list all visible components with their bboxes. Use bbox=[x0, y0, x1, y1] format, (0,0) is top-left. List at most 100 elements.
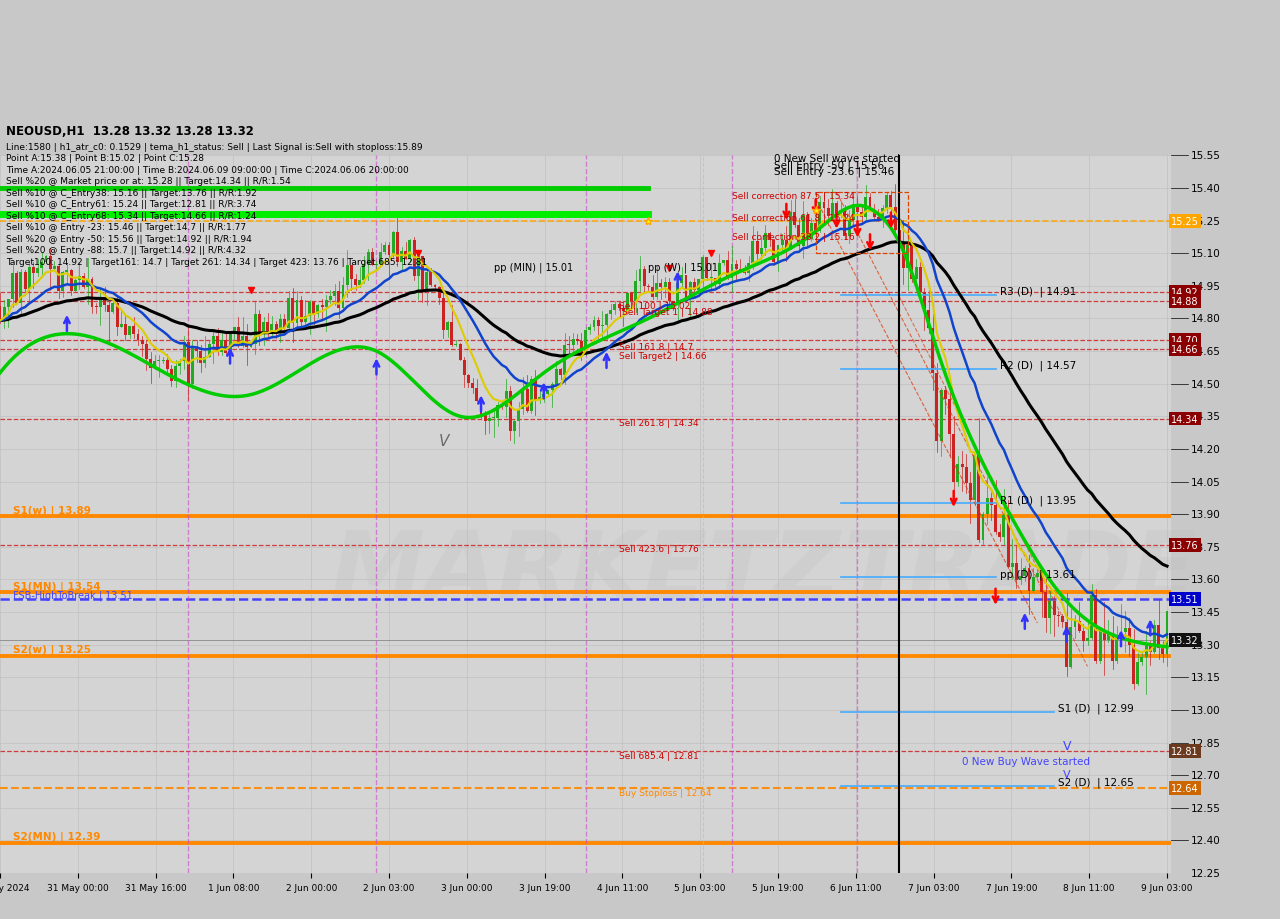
Bar bbox=[253, 314, 256, 345]
Text: Sell %10 @ C_Entry38: 15.16 || Target:13.76 || R/R:1.92: Sell %10 @ C_Entry38: 15.16 || Target:13… bbox=[6, 188, 257, 198]
Bar bbox=[919, 267, 922, 292]
Bar bbox=[815, 193, 908, 254]
Bar bbox=[12, 274, 14, 300]
Bar bbox=[454, 344, 457, 346]
Bar bbox=[659, 283, 662, 288]
Bar bbox=[174, 367, 177, 382]
Bar bbox=[932, 329, 934, 374]
Text: 15.25: 15.25 bbox=[1171, 216, 1199, 226]
Bar bbox=[392, 233, 394, 255]
Bar bbox=[346, 266, 348, 286]
Bar bbox=[451, 323, 453, 346]
Text: Sell Entry -23.6 | 15.46: Sell Entry -23.6 | 15.46 bbox=[774, 166, 893, 177]
Bar bbox=[513, 422, 516, 431]
Bar bbox=[442, 299, 445, 331]
Bar bbox=[844, 210, 846, 236]
Bar bbox=[626, 293, 628, 312]
Bar bbox=[960, 464, 964, 468]
Bar bbox=[580, 342, 582, 354]
Bar bbox=[120, 324, 123, 327]
Bar bbox=[187, 343, 189, 385]
Bar bbox=[915, 267, 918, 279]
Bar bbox=[1132, 645, 1135, 685]
Bar bbox=[132, 327, 136, 335]
Bar bbox=[643, 270, 645, 287]
Bar bbox=[1015, 563, 1018, 580]
Bar bbox=[576, 339, 579, 342]
Bar bbox=[412, 241, 416, 277]
Bar bbox=[325, 301, 328, 308]
Bar bbox=[362, 265, 365, 281]
Text: Target100: 14.92 | Target161: 14.7 | Target 261: 14.34 | Target 423: 13.76 | Tar: Target100: 14.92 | Target161: 14.7 | Tar… bbox=[6, 257, 428, 267]
Bar bbox=[881, 209, 884, 220]
Bar bbox=[609, 311, 612, 314]
Text: 14.92: 14.92 bbox=[1171, 288, 1199, 298]
Bar bbox=[635, 281, 637, 301]
Bar bbox=[613, 305, 617, 311]
Bar bbox=[1078, 621, 1080, 630]
Text: 14.05: 14.05 bbox=[1190, 477, 1221, 487]
Bar bbox=[646, 287, 650, 288]
Bar bbox=[860, 212, 863, 218]
Bar bbox=[161, 360, 165, 361]
Bar bbox=[408, 241, 411, 260]
Bar bbox=[777, 245, 780, 263]
Text: 13.32: 13.32 bbox=[1171, 636, 1199, 646]
Bar bbox=[978, 455, 980, 540]
Bar bbox=[1098, 630, 1102, 661]
Text: Sell 423.6 | 13.76: Sell 423.6 | 13.76 bbox=[620, 545, 699, 553]
Bar bbox=[78, 277, 81, 281]
Text: |Sell Target 1 | 14.88: |Sell Target 1 | 14.88 bbox=[620, 308, 713, 317]
Bar bbox=[1107, 634, 1110, 640]
Bar bbox=[279, 319, 282, 334]
Bar bbox=[827, 210, 829, 217]
Bar bbox=[989, 498, 993, 505]
Bar bbox=[154, 362, 156, 369]
Bar bbox=[115, 303, 119, 327]
Bar bbox=[538, 398, 541, 401]
Text: 13.45: 13.45 bbox=[1190, 607, 1221, 618]
Bar bbox=[229, 335, 232, 354]
Bar bbox=[417, 257, 420, 277]
Bar bbox=[388, 246, 390, 255]
Bar bbox=[1023, 568, 1027, 577]
Text: 0 New Sell wave started: 0 New Sell wave started bbox=[774, 153, 900, 164]
Bar bbox=[32, 268, 35, 273]
Bar bbox=[973, 455, 977, 501]
Text: Sell 685.4 | 12.81: Sell 685.4 | 12.81 bbox=[620, 751, 699, 760]
Text: Sell correction 38.2 | 15.16: Sell correction 38.2 | 15.16 bbox=[732, 233, 855, 242]
Text: 12.70: 12.70 bbox=[1190, 770, 1221, 780]
Bar bbox=[99, 298, 102, 308]
Text: V: V bbox=[1062, 769, 1070, 779]
Text: pp (W) | 15.01: pp (W) | 15.01 bbox=[649, 262, 718, 273]
Bar bbox=[559, 369, 562, 376]
Bar bbox=[755, 242, 759, 255]
Text: 15.55: 15.55 bbox=[1190, 152, 1221, 161]
Bar bbox=[554, 369, 558, 384]
Bar bbox=[810, 224, 813, 240]
Bar bbox=[672, 301, 675, 304]
Bar bbox=[1065, 622, 1068, 667]
Bar bbox=[303, 317, 307, 323]
Text: 13.60: 13.60 bbox=[1190, 574, 1221, 584]
Bar bbox=[877, 218, 879, 220]
Text: Sell %20 @ Entry -50: 15.56 || Target:14.92 || R/R:1.94: Sell %20 @ Entry -50: 15.56 || Target:14… bbox=[6, 234, 252, 244]
Text: Time A:2024.06.05 21:00:00 | Time B:2024.06.09 09:00:00 | Time C:2024.06.06 20:0: Time A:2024.06.05 21:00:00 | Time B:2024… bbox=[6, 165, 410, 175]
Bar bbox=[823, 203, 826, 210]
Bar bbox=[600, 325, 604, 327]
Bar bbox=[1052, 601, 1056, 615]
Bar bbox=[781, 241, 783, 245]
Text: 12.55: 12.55 bbox=[1190, 803, 1221, 813]
Text: 12.81: 12.81 bbox=[1171, 746, 1199, 756]
Bar bbox=[605, 314, 608, 325]
Text: pp (MIN) | 15.01: pp (MIN) | 15.01 bbox=[494, 262, 572, 273]
Text: S1(w) | 13.89: S1(w) | 13.89 bbox=[13, 505, 91, 516]
Bar bbox=[1019, 577, 1023, 580]
Bar bbox=[1137, 663, 1139, 685]
Text: 13.90: 13.90 bbox=[1190, 510, 1221, 519]
Bar bbox=[936, 374, 938, 441]
Bar bbox=[379, 253, 383, 265]
Text: pp (D)  | 13.61: pp (D) | 13.61 bbox=[1000, 569, 1075, 579]
Text: 0 New Buy Wave started: 0 New Buy Wave started bbox=[963, 756, 1091, 766]
Bar bbox=[86, 279, 90, 288]
